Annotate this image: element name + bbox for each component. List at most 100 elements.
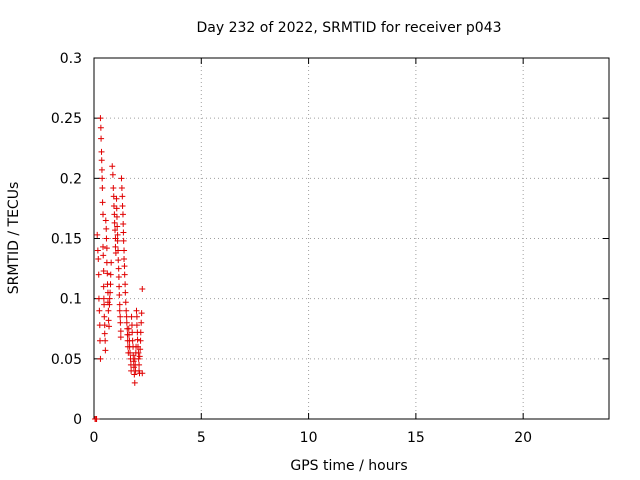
data-point xyxy=(115,257,122,264)
data-point xyxy=(100,252,107,259)
data-point xyxy=(129,329,136,336)
data-point xyxy=(107,281,114,288)
data-point xyxy=(121,263,128,270)
data-point xyxy=(104,270,111,277)
data-point xyxy=(116,307,123,314)
data-point xyxy=(134,336,141,343)
data-point xyxy=(115,274,122,281)
data-point xyxy=(139,286,146,293)
data-point xyxy=(133,307,140,314)
plot-frame xyxy=(93,57,610,420)
data-point xyxy=(135,349,142,356)
chart-title: Day 232 of 2022, SRMTID for receiver p04… xyxy=(196,20,501,36)
data-point xyxy=(98,157,105,164)
data-point xyxy=(103,235,110,242)
data-point xyxy=(119,203,126,210)
data-point xyxy=(101,330,108,337)
y-tick-label: 0.15 xyxy=(51,232,82,248)
data-point xyxy=(108,259,115,266)
data-point xyxy=(137,346,144,353)
data-point xyxy=(118,184,125,191)
data-point xyxy=(100,295,107,302)
x-tick-label: 5 xyxy=(197,430,206,446)
data-point xyxy=(125,331,132,338)
data-point xyxy=(123,307,130,314)
data-point xyxy=(121,255,128,262)
data-point xyxy=(117,334,124,341)
x-tick-label: 0 xyxy=(90,430,99,446)
data-point xyxy=(117,313,124,320)
data-point xyxy=(116,283,123,290)
x-tick-label: 10 xyxy=(300,430,318,446)
data-point xyxy=(102,217,109,224)
data-point xyxy=(139,370,146,377)
data-point xyxy=(103,245,110,252)
data-point xyxy=(109,171,116,178)
data-point xyxy=(100,283,107,290)
tick-layer: 0 5 10 15 20 0 0.05 0.1 0.15 0.2 0.25 0.3 xyxy=(51,51,609,446)
data-point xyxy=(119,211,126,218)
data-points xyxy=(92,115,146,422)
data-point xyxy=(122,281,129,288)
data-point xyxy=(113,205,120,212)
y-tick-label: 0.1 xyxy=(60,292,82,308)
data-point xyxy=(115,265,122,272)
data-point xyxy=(98,135,105,142)
data-point xyxy=(110,184,117,191)
data-point xyxy=(101,301,108,308)
data-point xyxy=(137,337,144,344)
data-point xyxy=(118,175,125,182)
data-point xyxy=(122,289,129,296)
data-point xyxy=(131,379,138,386)
data-point xyxy=(117,319,124,326)
data-point xyxy=(138,310,145,317)
data-point xyxy=(112,243,119,250)
data-point xyxy=(128,313,135,320)
grid-layer xyxy=(94,58,609,419)
y-tick-label: 0.3 xyxy=(60,51,82,67)
data-point xyxy=(116,292,123,299)
y-axis-label: SRMTID / TECUs xyxy=(6,182,22,295)
data-point xyxy=(136,361,143,368)
data-point xyxy=(106,301,113,308)
data-point xyxy=(100,243,107,250)
data-point xyxy=(99,184,106,191)
data-point xyxy=(114,237,121,244)
data-point xyxy=(131,371,138,378)
data-point xyxy=(102,347,109,354)
data-point xyxy=(98,166,105,173)
data-point xyxy=(114,231,121,238)
data-point xyxy=(99,199,106,206)
x-tick-label: 20 xyxy=(514,430,532,446)
y-tick-label: 0.05 xyxy=(51,352,82,368)
data-point xyxy=(106,295,113,302)
data-point xyxy=(122,299,129,306)
data-point xyxy=(99,175,106,182)
data-point xyxy=(97,124,104,131)
data-point xyxy=(120,221,127,228)
data-point xyxy=(121,271,128,278)
data-point xyxy=(109,163,116,170)
data-point xyxy=(119,193,126,200)
data-point xyxy=(93,416,100,422)
data-point xyxy=(94,231,101,238)
data-point xyxy=(96,307,103,314)
data-point xyxy=(106,323,113,330)
data-point xyxy=(129,337,136,344)
data-point xyxy=(100,211,107,218)
data-point xyxy=(107,289,114,296)
data-point xyxy=(94,247,101,254)
data-point xyxy=(121,247,128,254)
data-point xyxy=(113,213,120,220)
data-point xyxy=(127,349,134,356)
data-point xyxy=(105,307,112,314)
y-tick-label: 0.25 xyxy=(51,111,82,127)
x-tick-label: 15 xyxy=(407,430,425,446)
data-point xyxy=(113,195,120,202)
data-point xyxy=(123,319,130,326)
x-axis-label: GPS time / hours xyxy=(290,458,407,474)
y-tick-label: 0 xyxy=(73,412,82,428)
data-point xyxy=(114,223,121,230)
y-tick-label: 0.2 xyxy=(60,171,82,187)
